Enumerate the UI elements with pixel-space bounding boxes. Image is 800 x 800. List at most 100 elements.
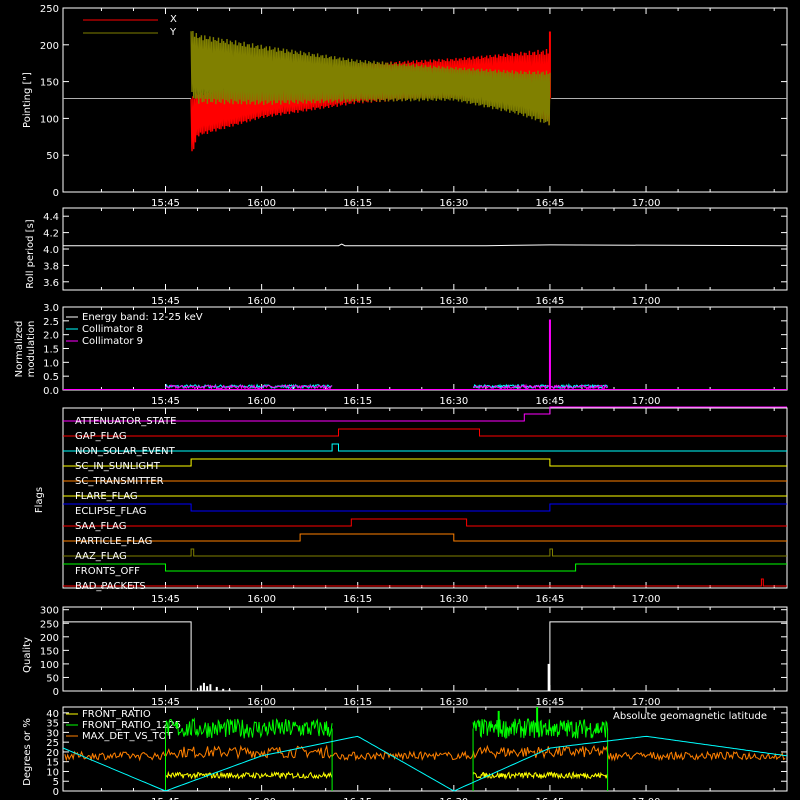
flag-label-attenuator-state: ATTENUATOR_STATE bbox=[75, 416, 176, 427]
quality-ytick-label: 250 bbox=[40, 619, 59, 630]
pointing-xtick-label: 16:15 bbox=[343, 198, 372, 209]
modulation-ytick-label: 1.5 bbox=[43, 345, 59, 356]
panel-ratios: Degrees or % FRONT_RATIO FRONT_RATIO_122… bbox=[22, 706, 788, 800]
ratios-ylabel: Degrees or % bbox=[22, 718, 33, 786]
flag-label-bad-packets: BAD_PACKETS bbox=[75, 581, 146, 592]
panel-flags: Flags 15:45 16:00 16:15 16:30 16:45 17:00 ATTE… bbox=[34, 406, 788, 605]
roll-xtick-label: 16:45 bbox=[536, 296, 565, 307]
flags-xtick-label: 16:45 bbox=[536, 594, 565, 605]
flags-xtick-label: 16:15 bbox=[343, 594, 372, 605]
legend-front-ratio-label: FRONT_RATIO bbox=[82, 709, 151, 720]
pointing-ytick-label: 200 bbox=[40, 41, 59, 52]
flags-xtick-label: 16:30 bbox=[439, 594, 468, 605]
modulation-xtick-label: 16:30 bbox=[439, 396, 468, 407]
modulation-ytick-label: 1.0 bbox=[43, 358, 59, 369]
ratios-series-geomagnetic-latitude bbox=[62, 735, 788, 792]
quality-ytick-label: 200 bbox=[40, 633, 59, 644]
modulation-series-seg0-c1 bbox=[165, 384, 333, 390]
pointing-xtick-label: 17:00 bbox=[632, 198, 661, 209]
flag-line-sc-in-sunlight bbox=[63, 458, 787, 467]
flag-line-eclipse-flag bbox=[63, 503, 787, 512]
roll-xtick-label: 16:30 bbox=[439, 296, 468, 307]
ratios-xtick-label: 15:45 bbox=[151, 797, 180, 800]
quality-xtick-label: 17:00 bbox=[632, 697, 661, 708]
flag-label-non-solar-event: NON_SOLAR_EVENT bbox=[75, 446, 176, 457]
ratios-series-front-ratio-0 bbox=[165, 770, 333, 780]
flag-line-aaz-flag bbox=[63, 548, 787, 557]
quality-ylabel: Quality bbox=[22, 637, 33, 673]
modulation-ytick-label: 0.0 bbox=[43, 386, 59, 397]
quality-series bbox=[63, 621, 787, 692]
modulation-xtick-label: 17:00 bbox=[632, 396, 661, 407]
modulation-ytick-label: 0.5 bbox=[43, 372, 59, 383]
modulation-legend: Energy band: 12-25 keV Collimator 8 Coll… bbox=[66, 312, 203, 347]
flags-ylabel: Flags bbox=[34, 487, 45, 513]
ratios-xtick-label: 17:00 bbox=[632, 797, 661, 800]
legend-collimator8-label: Collimator 8 bbox=[82, 324, 143, 335]
modulation-ytick-label: 2.5 bbox=[43, 317, 59, 328]
roll-series bbox=[63, 243, 788, 247]
flag-line-particle-flag bbox=[63, 533, 787, 542]
quality-ytick-label: 0 bbox=[53, 687, 59, 698]
modulation-series-seg1-c0 bbox=[473, 383, 609, 390]
pointing-legend: X Y bbox=[83, 14, 177, 38]
panel-roll: Roll period [s] 15:45 16:00 16:15 16:30 16:4… bbox=[25, 207, 788, 307]
ratios-series-front-ratio-1225-1 bbox=[472, 718, 609, 740]
legend-geomag-label: Absolute geomagnetic latitude bbox=[613, 711, 767, 722]
roll-ytick-label: 3.6 bbox=[43, 278, 59, 289]
legend-energy-label: Energy band: 12-25 keV bbox=[82, 312, 203, 323]
pointing-ytick-label: 250 bbox=[40, 4, 59, 15]
ratios-series-front-ratio-1 bbox=[472, 770, 608, 780]
modulation-xtick-label: 16:00 bbox=[247, 396, 276, 407]
flag-line-attenuator-state bbox=[63, 406, 787, 422]
flag-line-saa-flag bbox=[63, 518, 787, 527]
flag-label-sc-transmitter: SC_TRANSMITTER bbox=[75, 476, 164, 487]
modulation-series-seg1-c1 bbox=[472, 383, 608, 391]
roll-ytick-label: 3.8 bbox=[43, 261, 59, 272]
pointing-xtick-label: 16:00 bbox=[247, 198, 276, 209]
roll-ytick-label: 4.4 bbox=[43, 212, 59, 223]
modulation-ytick-label: 3.0 bbox=[43, 303, 59, 314]
flag-line-fronts-off bbox=[63, 563, 787, 572]
pointing-frame bbox=[62, 7, 788, 193]
ratios-ytick-label: 40 bbox=[46, 709, 59, 720]
quality-xtick-label: 16:15 bbox=[343, 697, 372, 708]
quality-xtick-label: 16:45 bbox=[536, 697, 565, 708]
flag-label-fronts-off: FRONTS_OFF bbox=[75, 566, 140, 577]
flag-label-gap-flag: GAP_FLAG bbox=[75, 431, 127, 442]
ratios-xtick-label: 16:45 bbox=[536, 797, 565, 800]
pointing-xtick-label: 15:45 bbox=[151, 198, 180, 209]
ratios-series-max-det-vs-tot-0 bbox=[64, 744, 786, 762]
flags-frame bbox=[62, 407, 788, 589]
pointing-plot-area bbox=[63, 30, 787, 152]
legend-front-ratio-1225-label: FRONT_RATIO_1225 bbox=[82, 720, 181, 731]
ratios-ytick-label: 35 bbox=[46, 719, 59, 730]
quality-xtick-label: 15:45 bbox=[151, 697, 180, 708]
ratios-frame bbox=[62, 706, 788, 792]
flag-line-gap-flag bbox=[63, 428, 787, 437]
legend-x-label: X bbox=[170, 14, 177, 25]
panel-pointing: Pointing ["] X Y 15:45 16:00 16:15 16:30 16:… bbox=[22, 4, 788, 209]
modulation-ylabel-1: Normalized bbox=[14, 321, 25, 378]
legend-collimator9-label: Collimator 9 bbox=[82, 336, 143, 347]
roll-ytick-label: 4.2 bbox=[43, 229, 59, 240]
flags-xtick-label: 15:45 bbox=[151, 594, 180, 605]
panel-quality: Quality 15:45 16:00 16:15 16:30 16:45 17:00 0 5… bbox=[22, 606, 788, 708]
roll-ylabel: Roll period [s] bbox=[25, 219, 36, 288]
flag-label-eclipse-flag: ECLIPSE_FLAG bbox=[75, 506, 146, 517]
modulation-xtick-label: 16:45 bbox=[536, 396, 565, 407]
pointing-ytick-label: 50 bbox=[46, 151, 59, 162]
ratios-ytick-label: 15 bbox=[46, 758, 59, 769]
modulation-ylabel-2: modulation bbox=[26, 321, 37, 378]
ratios-ytick-label: 5 bbox=[53, 777, 59, 788]
roll-xtick-label: 17:00 bbox=[632, 296, 661, 307]
modulation-xtick-label: 16:15 bbox=[343, 396, 372, 407]
legend-y-label: Y bbox=[169, 27, 177, 38]
quality-xtick-label: 16:00 bbox=[247, 697, 276, 708]
ratios-series-front-ratio-1225-0 bbox=[165, 717, 333, 739]
quality-ytick-label: 100 bbox=[40, 660, 59, 671]
quality-ytick-label: 150 bbox=[40, 646, 59, 657]
pointing-xtick-label: 16:45 bbox=[536, 198, 565, 209]
flag-line-bad-packets bbox=[63, 578, 787, 587]
